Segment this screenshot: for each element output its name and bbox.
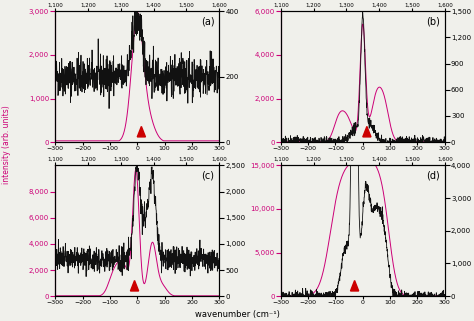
Polygon shape [137, 126, 146, 137]
Text: (c): (c) [201, 170, 214, 181]
Polygon shape [130, 281, 138, 291]
Text: (b): (b) [426, 16, 440, 27]
Text: intensity (arb. units): intensity (arb. units) [2, 105, 11, 184]
Polygon shape [363, 126, 371, 137]
Text: (d): (d) [426, 170, 440, 181]
Polygon shape [350, 281, 359, 291]
Text: wavenumber (cm⁻¹): wavenumber (cm⁻¹) [194, 310, 280, 319]
Text: (a): (a) [201, 16, 214, 27]
